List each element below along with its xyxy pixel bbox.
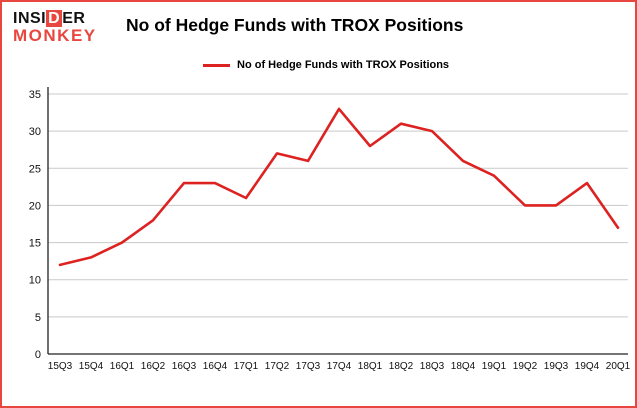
logo-text-mark: D <box>46 10 63 27</box>
x-tick-label: 18Q1 <box>358 361 383 372</box>
chart-title: No of Hedge Funds with TROX Positions <box>126 15 464 35</box>
logo-text-pre: INSI <box>13 10 47 27</box>
y-tick-label: 20 <box>29 200 41 212</box>
x-tick-label: 19Q3 <box>544 361 569 372</box>
x-tick-label: 16Q3 <box>172 361 197 372</box>
y-tick-label: 15 <box>29 238 41 250</box>
x-tick-label: 17Q1 <box>234 361 259 372</box>
logo-word-insider: INSI D ER <box>13 10 97 27</box>
x-tick-label: 18Q4 <box>451 361 476 372</box>
x-tick-label: 17Q3 <box>296 361 321 372</box>
x-tick-label: 17Q4 <box>327 361 352 372</box>
x-tick-label: 20Q1 <box>606 361 631 372</box>
legend-label: No of Hedge Funds with TROX Positions <box>237 59 450 71</box>
x-tick-label: 16Q1 <box>110 361 135 372</box>
chart-legend: No of Hedge Funds with TROX Positions <box>203 59 449 71</box>
logo-text-post: ER <box>62 10 86 27</box>
x-tick-label: 15Q3 <box>48 361 73 372</box>
x-tick-label: 19Q1 <box>482 361 507 372</box>
y-tick-label: 30 <box>29 126 41 138</box>
y-tick-label: 35 <box>29 89 41 101</box>
data-line-series <box>58 107 620 267</box>
x-tick-label: 17Q2 <box>265 361 290 372</box>
y-tick-label: 25 <box>29 163 41 175</box>
insider-monkey-logo: INSI D ER MONKEY <box>13 10 97 46</box>
x-tick-label: 16Q4 <box>203 361 228 372</box>
x-tick-label: 15Q4 <box>79 361 104 372</box>
x-tick-label: 19Q4 <box>575 361 600 372</box>
x-tick-label: 18Q3 <box>420 361 445 372</box>
y-tick-label: 10 <box>29 275 41 287</box>
y-tick-label: 5 <box>35 312 41 324</box>
y-tick-label: 0 <box>35 349 41 361</box>
x-tick-label: 19Q2 <box>513 361 538 372</box>
x-tick-label: 18Q2 <box>389 361 414 372</box>
logo-word-monkey: MONKEY <box>13 26 97 46</box>
x-tick-label: 16Q2 <box>141 361 166 372</box>
legend-line-swatch <box>203 63 230 67</box>
